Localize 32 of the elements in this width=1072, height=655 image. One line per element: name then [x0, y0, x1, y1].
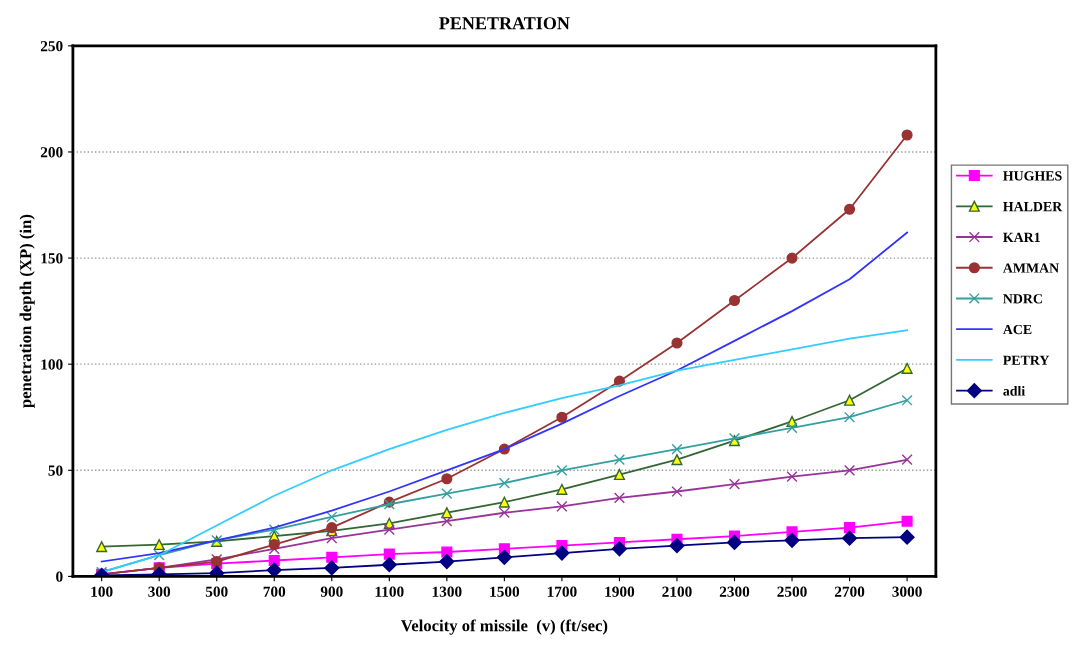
x-tick-label: 700 [263, 586, 286, 597]
x-tick-label: 500 [205, 586, 228, 597]
legend-label: ACE [1002, 324, 1032, 335]
legend-label: NDRC [1003, 294, 1042, 304]
x-tick-label: 2700 [834, 586, 865, 597]
x-tick-label: 100 [91, 586, 113, 597]
chart-title: PENETRATION [439, 17, 570, 30]
x-tick-label: 1900 [605, 586, 635, 597]
x-tick-label: 1700 [547, 586, 577, 597]
x-tick-label: 300 [148, 586, 171, 597]
legend-label: HALDER [1003, 201, 1063, 212]
x-tick-label: 2100 [662, 586, 692, 597]
x-tick-label: 2500 [777, 586, 807, 597]
x-tick-label: 3000 [892, 586, 922, 597]
x-tick-label: 1500 [490, 586, 520, 597]
legend-label: AMMAN [1002, 263, 1059, 273]
x-tick-label: 900 [320, 586, 343, 597]
x-tick-label: 1300 [432, 586, 462, 597]
y-tick-label: 50 [48, 465, 63, 476]
x-tick-label: 1100 [375, 586, 404, 597]
legend-label: adli [1003, 385, 1025, 396]
legend-label: HUGHES [1003, 171, 1062, 181]
legend-label: KAR1 [1003, 232, 1040, 242]
y-tick-label: 0 [56, 571, 63, 582]
x-axis-title: Velocity of missile (v) (ft/sec) [400, 619, 608, 635]
x-tick-label: 2300 [719, 586, 750, 597]
y-tick-label: 200 [40, 147, 63, 158]
y-tick-label: 150 [41, 253, 63, 264]
y-tick-label: 250 [40, 40, 63, 52]
y-tick-label: 100 [41, 359, 63, 370]
legend-label: PETRY [1003, 355, 1050, 365]
y-axis-title: penetration depth (XP) (in) [19, 214, 35, 408]
